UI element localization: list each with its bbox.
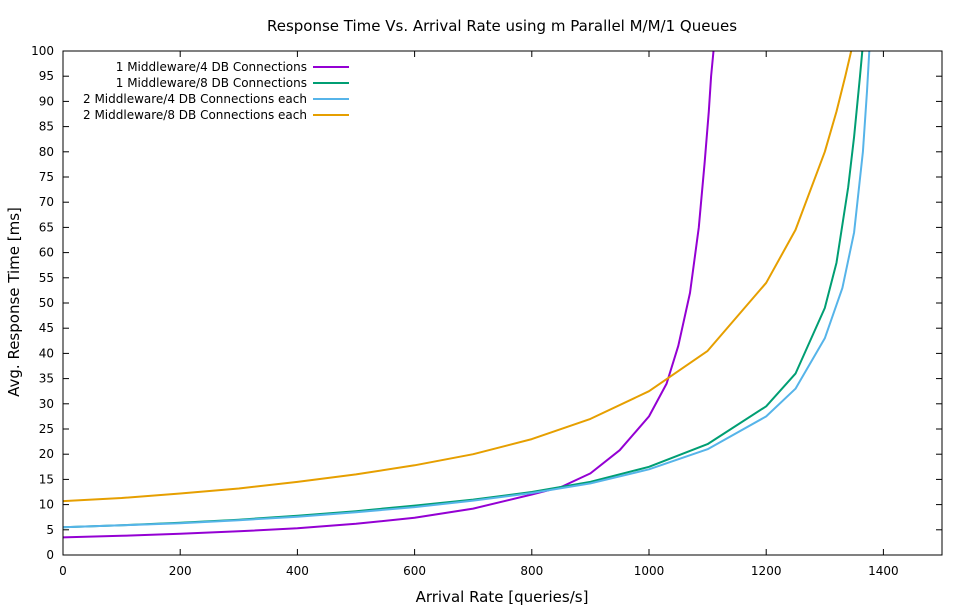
legend-label-1: 1 Middleware/4 DB Connections — [116, 60, 307, 74]
series-line-3 — [63, 51, 871, 529]
y-tick-label: 0 — [46, 548, 54, 562]
x-tick-label: 1000 — [634, 564, 665, 578]
y-tick-label: 90 — [39, 94, 54, 108]
y-tick-label: 25 — [39, 422, 54, 436]
y-tick-label: 15 — [39, 472, 54, 486]
series-line-1 — [63, 51, 715, 539]
x-axis: 0 200 400 600 800 1000 1200 1400 — [59, 51, 899, 578]
y-tick-label: 95 — [39, 69, 54, 83]
legend-label-3: 2 Middleware/4 DB Connections each — [83, 92, 307, 106]
legend-label-2: 1 Middleware/8 DB Connections — [116, 76, 307, 90]
series-line-4 — [63, 51, 853, 503]
x-axis-title: Arrival Rate [queries/s] — [416, 588, 589, 606]
y-tick-label: 10 — [39, 498, 54, 512]
legend-label-4: 2 Middleware/8 DB Connections each — [83, 108, 307, 122]
legend: 1 Middleware/4 DB Connections 1 Middlewar… — [83, 60, 349, 122]
y-tick-label: 55 — [39, 271, 54, 285]
plot-frame — [62, 50, 943, 556]
y-tick-label: 85 — [39, 120, 54, 134]
x-tick-label: 200 — [169, 564, 192, 578]
y-tick-label: 75 — [39, 170, 54, 184]
y-tick-label: 30 — [39, 397, 54, 411]
y-tick-label: 35 — [39, 372, 54, 386]
x-tick-label: 0 — [59, 564, 67, 578]
x-tick-label: 600 — [403, 564, 426, 578]
x-tick-label: 1200 — [751, 564, 782, 578]
y-tick-label: 45 — [39, 321, 54, 335]
y-axis-title: Avg. Response Time [ms] — [5, 207, 23, 397]
x-tick-label: 400 — [286, 564, 309, 578]
y-tick-label: 65 — [39, 220, 54, 234]
y-tick-label: 70 — [39, 195, 54, 209]
y-tick-label: 40 — [39, 346, 54, 360]
y-tick-label: 100 — [31, 44, 54, 58]
plot-area — [62, 50, 943, 556]
y-tick-label: 60 — [39, 246, 54, 260]
y-tick-label: 50 — [39, 296, 54, 310]
x-tick-label: 800 — [520, 564, 543, 578]
y-tick-label: 5 — [46, 523, 54, 537]
y-tick-label: 20 — [39, 447, 54, 461]
y-axis: 0 5 10 15 20 25 30 35 40 45 50 55 60 65 70 75 80 85 90 95 10… — [31, 44, 942, 562]
x-tick-label: 1400 — [868, 564, 899, 578]
y-tick-label: 80 — [39, 145, 54, 159]
chart-title: Response Time Vs. Arrival Rate using m P… — [267, 17, 737, 35]
